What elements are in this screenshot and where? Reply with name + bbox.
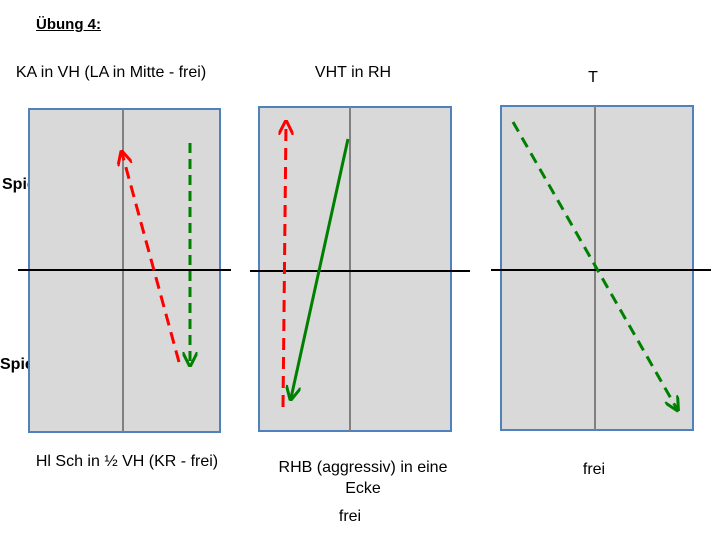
table-2-surface bbox=[258, 106, 452, 432]
table-2 bbox=[250, 106, 470, 432]
table-3-green-arrow bbox=[511, 121, 677, 409]
table-2-red-arrow bbox=[283, 123, 286, 408]
table-2-green-arrow bbox=[291, 138, 350, 398]
diagram-3-bottom-label: frei bbox=[582, 461, 606, 478]
table-1 bbox=[18, 108, 231, 433]
diagram-2-top-label: VHT in RH bbox=[314, 64, 392, 81]
table-1-red-arrow bbox=[122, 153, 181, 363]
diagram-1-bottom-label: Hl Sch in ½ VH (KR - frei) bbox=[35, 453, 219, 470]
exercise-title: Übung 4: bbox=[36, 16, 101, 33]
diagram-2-bottom-label: RHB (aggressiv) in eine Ecke bbox=[278, 459, 448, 497]
diagram-1-top-label: KA in VH (LA in Mitte - frei) bbox=[15, 64, 207, 81]
diagram-3-top-label: T bbox=[588, 69, 598, 86]
diagram-2-bottom-label-2: frei bbox=[338, 508, 362, 525]
table-3 bbox=[491, 105, 711, 431]
